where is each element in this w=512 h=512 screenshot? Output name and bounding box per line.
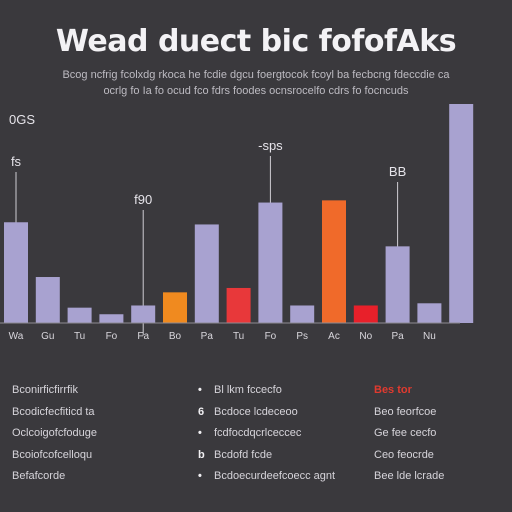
- chart-subtitle-line-2: ocrlg fo Ia fo ocud fco fdrs foodes ocns…: [103, 85, 409, 97]
- bar: [449, 104, 474, 323]
- bar: [322, 200, 346, 323]
- x-tick-label: No: [359, 331, 372, 342]
- bullet-icon: •: [198, 470, 202, 482]
- note-left-5: Befafcorde: [12, 470, 66, 482]
- x-tick-label: Wa: [9, 331, 24, 342]
- x-tick-label: Ps: [296, 331, 308, 342]
- x-tick-label: Gu: [41, 331, 54, 342]
- chart-subtitle-line-1: Bcog ncfrig fcolxdg rkoca he fcdie dgcu …: [62, 69, 450, 81]
- note-left-4: Bcoiofcofcelloqu: [12, 448, 93, 461]
- annotation-label: fs: [11, 154, 22, 169]
- note-right-3: Ceo feocrde: [374, 448, 434, 461]
- x-tick-label: Tu: [74, 331, 85, 342]
- x-tick-label: Bo: [169, 331, 182, 342]
- annotation-label: -sps: [258, 138, 283, 153]
- bar: [417, 303, 442, 323]
- note-middle-2: 6 Bcdoce lcdeceoo: [198, 402, 368, 424]
- note-left-2: Bcodicfecfiticd ta: [12, 405, 95, 418]
- x-tick-label: Pa: [391, 331, 404, 342]
- x-tick-label: Fo: [106, 331, 118, 342]
- note-right-4: Bee lde lcrade: [374, 470, 445, 482]
- annotation-label: 0GS: [9, 112, 35, 127]
- bullet-icon: •: [198, 384, 202, 396]
- annotation-label: f90: [134, 192, 152, 207]
- x-tick-label: Fo: [265, 331, 277, 342]
- bullet-icon: b: [198, 448, 205, 461]
- bar: [131, 305, 156, 323]
- annotation-label: BB: [389, 164, 406, 179]
- bar-chart: 0GS fs f90 -sps BB Wa Gu Tu Fo Fa Bo Pa Tu Fo Ps Ac No Pa…: [0, 104, 474, 342]
- note-middle-4-text: Bcdofd fcde: [214, 448, 273, 461]
- bar: [194, 224, 219, 323]
- bar: [4, 222, 28, 323]
- bullet-icon: •: [198, 427, 202, 439]
- note-left-1: Bconirficfirrfik: [12, 384, 79, 396]
- bar: [353, 305, 378, 323]
- note-middle-1: • Bl lkm fccecfo: [198, 380, 368, 402]
- x-tick-label: Fa: [137, 331, 149, 342]
- bar: [226, 287, 251, 323]
- note-middle-1-text: Bl lkm fccecfo: [214, 384, 282, 396]
- note-middle-3: • fcdfocdqcrlceccec: [198, 423, 368, 445]
- bar: [163, 292, 187, 323]
- note-middle-3-text: fcdfocdqcrlceccec: [214, 427, 302, 439]
- x-tick-label: Ac: [328, 331, 340, 342]
- note-middle-5-text: Bcdoecurdeefcoecc agnt: [214, 470, 336, 482]
- bullet-icon: 6: [198, 405, 205, 418]
- x-tick-label: Nu: [423, 331, 436, 342]
- notes-right-header: Bes tor: [374, 384, 412, 396]
- bar: [99, 314, 124, 323]
- note-middle-2-text: Bcdoce lcdeceoo: [214, 405, 298, 418]
- notes-left-column: Bconirficfirrfik Bcodicfecfiticd ta Oclc…: [12, 380, 182, 488]
- chart-title: Wead duect bic fofofAks: [55, 24, 457, 59]
- bar: [385, 246, 410, 323]
- notes-right-column: Bes tor Beo feorfcoe Ge fee cecfo Ceo fe…: [374, 380, 506, 488]
- note-left-3: Oclcoigofcfoduge: [12, 427, 97, 439]
- bar: [258, 202, 283, 323]
- bar: [67, 307, 92, 323]
- bar: [35, 277, 60, 323]
- note-middle-5: • Bcdoecurdeefcoecc agnt: [198, 466, 368, 488]
- note-middle-4: b Bcdofd fcde: [198, 445, 368, 467]
- x-tick-label: Pa: [201, 331, 214, 342]
- bar: [290, 305, 315, 323]
- x-tick-label: Tu: [233, 331, 244, 342]
- notes-middle-column: • Bl lkm fccecfo 6 Bcdoce lcdeceoo • fcdfoc…: [198, 380, 368, 488]
- note-right-1: Beo feorfcoe: [374, 405, 437, 418]
- note-right-2: Ge fee cecfo: [374, 427, 437, 439]
